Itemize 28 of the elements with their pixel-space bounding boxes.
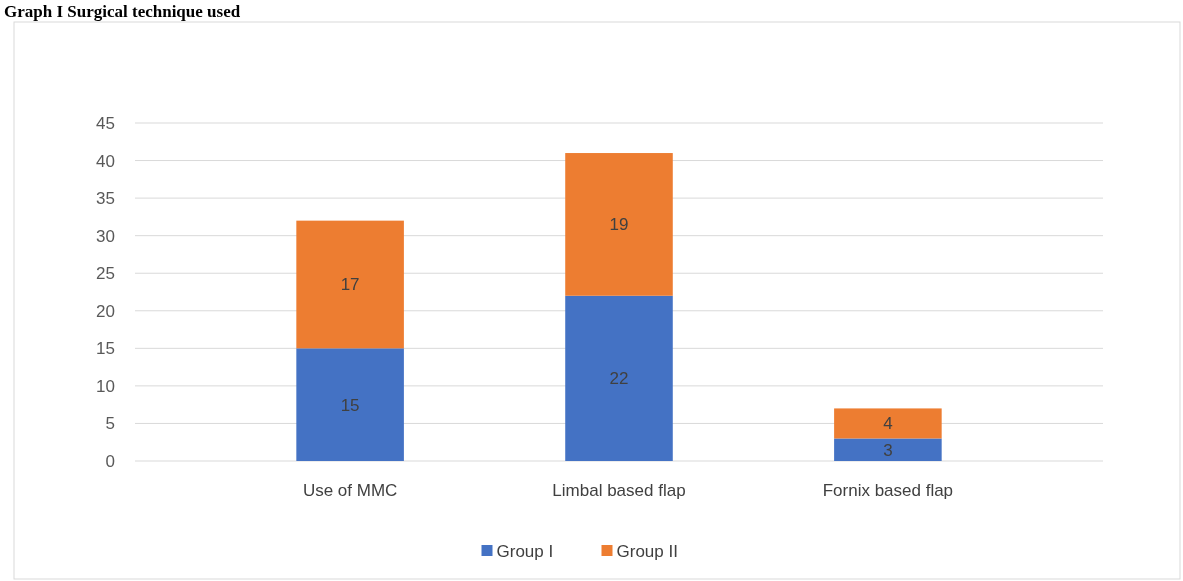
data-label: 22 [609,369,629,389]
y-tick-label: 10 [96,376,115,396]
data-label: 17 [340,275,360,295]
legend-label: Group II [616,541,678,561]
bar [296,220,404,349]
y-tick-label: 15 [96,339,115,359]
data-label: 19 [609,215,629,235]
bar [834,408,942,439]
bar [565,153,673,296]
bar [565,295,673,461]
y-tick-label: 30 [96,226,115,246]
data-label: 3 [883,440,893,460]
bar [296,348,404,461]
y-tick-label: 5 [105,414,115,434]
y-tick-label: 0 [105,451,115,471]
legend-label: Group I [496,541,554,561]
y-tick-label: 35 [96,189,115,209]
x-tick-label: Limbal based flap [552,481,686,500]
chart-title: Graph I Surgical technique used [4,2,241,21]
y-tick-label: 40 [96,151,115,171]
data-label: 15 [340,395,360,415]
y-tick-label: 20 [96,301,115,321]
y-tick-label: 45 [96,113,115,133]
x-tick-label: Use of MMC [302,481,398,500]
bar [834,438,942,461]
x-tick-label: Fornix based flap [822,481,954,500]
y-tick-label: 25 [96,264,115,284]
data-label: 4 [883,414,893,434]
